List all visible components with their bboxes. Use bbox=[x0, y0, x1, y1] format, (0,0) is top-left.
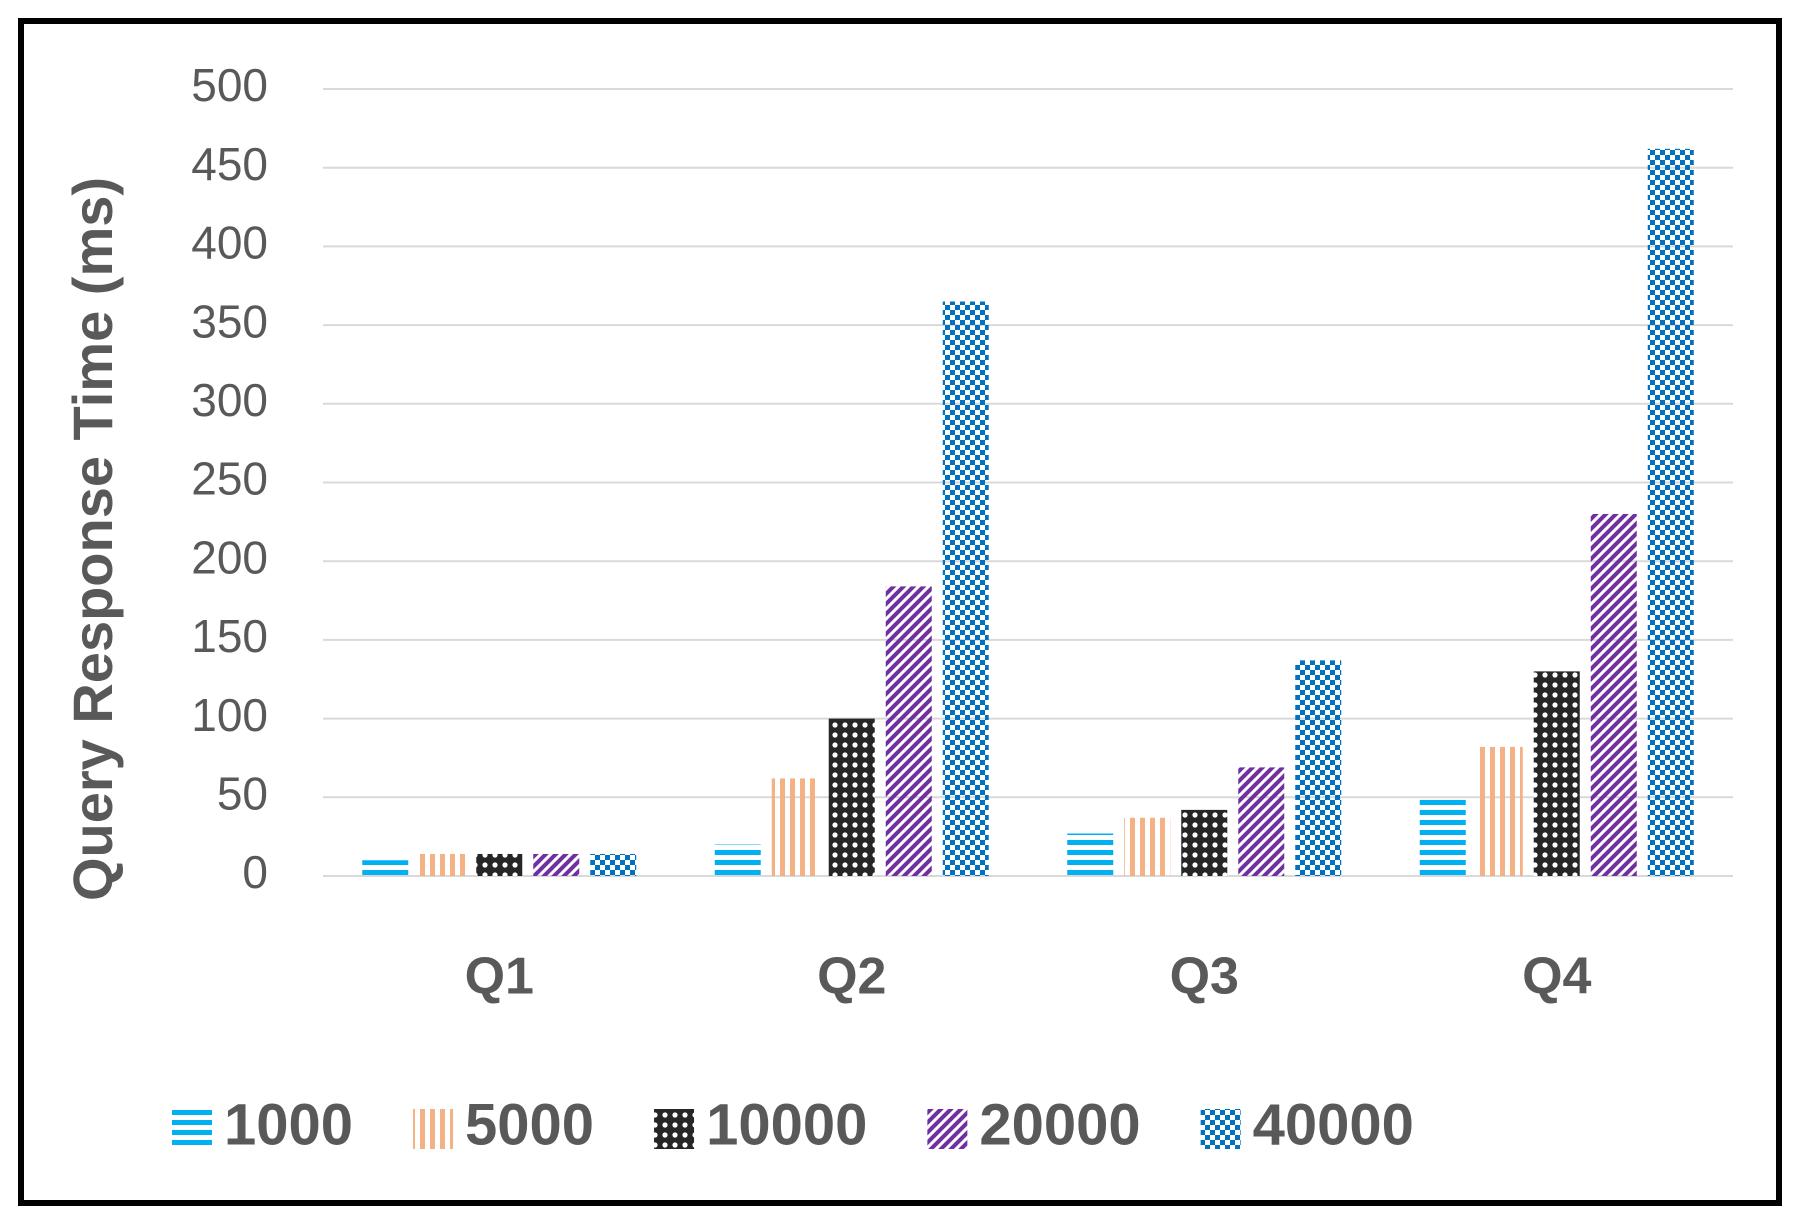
legend-marker bbox=[927, 1109, 968, 1149]
bar bbox=[362, 860, 409, 876]
bar bbox=[1590, 513, 1637, 876]
bar bbox=[419, 853, 466, 876]
bar bbox=[476, 853, 523, 876]
y-tick-label: 50 bbox=[217, 767, 268, 819]
bar bbox=[1476, 746, 1523, 876]
y-tick-label: 500 bbox=[191, 59, 268, 111]
y-tick-label: 150 bbox=[191, 610, 268, 662]
x-tick-label: Q1 bbox=[465, 948, 534, 1006]
y-tick-label: 250 bbox=[191, 453, 268, 505]
bar bbox=[771, 778, 818, 876]
bar bbox=[1124, 817, 1171, 876]
y-tick-label: 0 bbox=[242, 846, 268, 898]
legend-label: 1000 bbox=[224, 1092, 353, 1157]
bar bbox=[714, 844, 761, 876]
y-tick-label: 100 bbox=[191, 689, 268, 741]
bar bbox=[533, 853, 580, 876]
legend-marker bbox=[654, 1109, 695, 1149]
y-axis-title: Query Response Time (ms) bbox=[61, 177, 124, 901]
x-tick-label: Q3 bbox=[1170, 948, 1239, 1006]
bar bbox=[590, 853, 637, 876]
legend-marker bbox=[413, 1109, 454, 1149]
legend-marker bbox=[172, 1109, 212, 1149]
legend-label: 20000 bbox=[979, 1092, 1140, 1157]
bar bbox=[1533, 671, 1580, 876]
legend-label: 10000 bbox=[706, 1092, 867, 1157]
bar bbox=[828, 718, 875, 876]
x-tick-label: Q2 bbox=[817, 948, 886, 1006]
y-tick-label: 400 bbox=[191, 217, 268, 269]
y-tick-label: 450 bbox=[191, 138, 268, 190]
y-tick-label: 200 bbox=[191, 531, 268, 583]
legend-label: 5000 bbox=[465, 1092, 594, 1157]
bar bbox=[1181, 809, 1228, 876]
bar bbox=[942, 301, 989, 876]
legend-label: 40000 bbox=[1253, 1092, 1414, 1157]
bar bbox=[1238, 767, 1285, 876]
y-tick-label: 350 bbox=[191, 295, 268, 347]
bar bbox=[885, 586, 932, 876]
bar bbox=[1295, 660, 1342, 876]
x-tick-label: Q4 bbox=[1522, 948, 1591, 1006]
y-tick-label: 300 bbox=[191, 374, 268, 426]
legend-marker bbox=[1200, 1109, 1241, 1149]
bar bbox=[1067, 833, 1114, 876]
bar bbox=[1419, 797, 1466, 876]
bar bbox=[1647, 148, 1694, 876]
